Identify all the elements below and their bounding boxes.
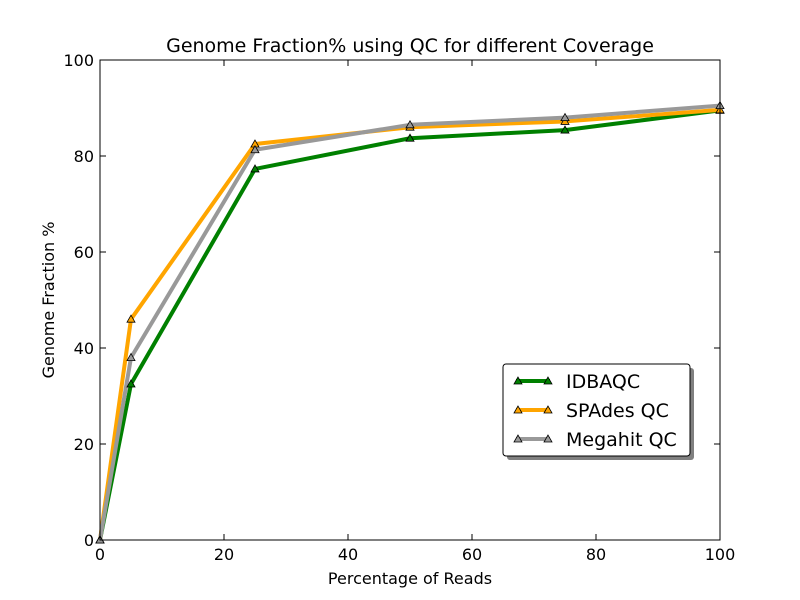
x-tick-label: 100 [705, 545, 736, 564]
chart-title: Genome Fraction% using QC for different … [166, 35, 654, 57]
data-point-megahit-qc [560, 112, 570, 121]
legend-box [502, 363, 691, 457]
data-point-megahit-qc [126, 352, 136, 362]
series-line-megahit-qc [98, 103, 721, 541]
data-point-megahit-qc [405, 119, 415, 129]
data-point-megahit-qc [250, 144, 260, 154]
y-tick-label: 100 [63, 51, 94, 70]
axes: 0 20 40 60 80 100 0 20 40 60 80 100 [63, 51, 735, 564]
y-axis-title: Genome Fraction % [39, 222, 58, 379]
data-point-spades-qc [126, 314, 136, 323]
x-axis-title: Percentage of Reads [328, 569, 492, 588]
legend-marker-idbaqc [543, 376, 553, 385]
x-tick-label: 80 [586, 545, 606, 564]
legend-marker-spades-qc [513, 405, 523, 414]
x-tick-label: 60 [462, 545, 482, 564]
y-tick-label: 0 [84, 531, 94, 550]
legend-marker-megahit-qc [543, 434, 553, 443]
legend-marker-idbaqc [513, 376, 523, 385]
legend-marker-spades-qc [543, 405, 553, 414]
y-tick-label: 20 [74, 435, 94, 454]
legend-label-megahit-qc: Megahit QC [566, 429, 677, 451]
data-point-idbaqc [560, 125, 570, 134]
legend-marker-megahit-qc [513, 434, 523, 443]
x-tick-label: 40 [338, 545, 358, 564]
plot-area [95, 100, 725, 544]
x-tick-label: 20 [214, 545, 234, 564]
y-tick-label: 60 [74, 243, 94, 262]
y-tick-label: 40 [74, 339, 94, 358]
series-line-idbaqc [98, 108, 721, 541]
data-point-idbaqc [126, 379, 136, 388]
y-tick-label: 80 [74, 147, 94, 166]
data-point-idbaqc [250, 164, 260, 173]
legend: IDBAQC SPAdes QC Megahit QC [502, 363, 694, 460]
legend-label-spades-qc: SPAdes QC [566, 400, 669, 422]
legend-label-idbaqc: IDBAQC [566, 371, 640, 393]
plot-frame [99, 59, 721, 541]
x-tick-label: 0 [95, 545, 105, 564]
data-point-idbaqc [405, 133, 415, 142]
